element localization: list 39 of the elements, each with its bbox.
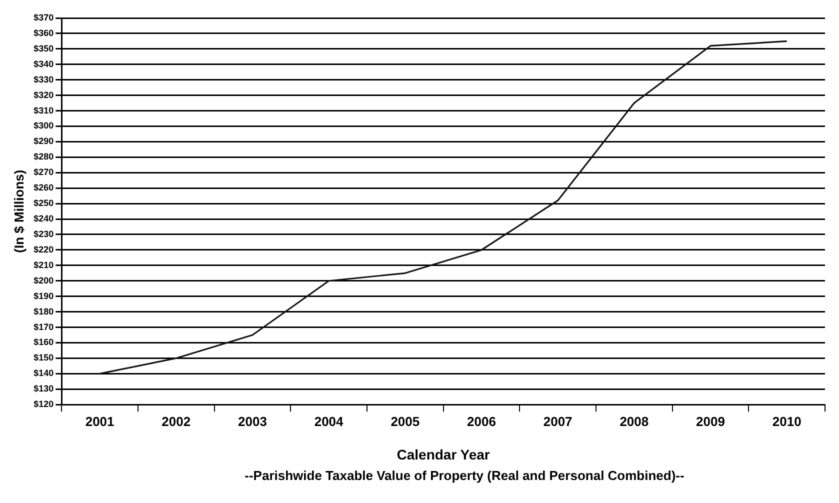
y-tick-label: $210: [34, 260, 54, 270]
x-axis-title: Calendar Year: [396, 446, 490, 462]
y-tick-label: $310: [34, 105, 54, 116]
y-tick-label: $190: [34, 290, 54, 301]
y-tick-label: $250: [34, 198, 54, 208]
x-tick-label: 2003: [238, 414, 267, 429]
y-tick-label: $240: [34, 214, 54, 224]
x-tick-label: 2007: [543, 414, 572, 429]
y-tick-label: $260: [34, 182, 54, 193]
y-axis-title: (In $ Millions): [11, 170, 26, 253]
y-tick-label: $130: [34, 384, 54, 394]
y-tick-label: $150: [34, 352, 54, 363]
x-tick-label: 2009: [696, 414, 725, 429]
x-tick-label: 2005: [390, 414, 420, 429]
x-tick-label: 2006: [467, 414, 496, 429]
y-tick-label: $230: [34, 228, 54, 239]
y-tick-label: $270: [34, 167, 54, 178]
y-tick-label: $320: [34, 90, 54, 100]
y-tick-label: $170: [34, 322, 54, 332]
y-tick-label: $160: [34, 337, 54, 348]
y-tick-label: $290: [34, 136, 54, 146]
y-tick-label: $300: [34, 120, 54, 131]
y-tick-label: $350: [34, 43, 54, 54]
y-tick-label: $370: [34, 12, 54, 22]
x-tick-label: 2001: [85, 414, 114, 429]
y-tick-label: $140: [34, 368, 54, 378]
y-tick-label: $220: [34, 244, 54, 254]
y-tick-label: $120: [34, 399, 54, 410]
text: --Parishwide Taxable Value of Property (Real and Personal Combined)--: [244, 468, 686, 483]
x-tick-label: 2002: [162, 414, 191, 429]
y-tick-label: $330: [34, 74, 54, 84]
y-tick-label: $340: [34, 58, 54, 69]
x-tick-label: 2010: [772, 414, 802, 429]
y-tick-label: $180: [34, 306, 54, 316]
y-tick-label: $280: [34, 152, 54, 162]
y-tick-label: $200: [34, 275, 54, 286]
x-tick-label: 2004: [314, 414, 344, 429]
x-tick-label: 2008: [620, 414, 649, 429]
y-tick-label: $360: [34, 28, 54, 38]
